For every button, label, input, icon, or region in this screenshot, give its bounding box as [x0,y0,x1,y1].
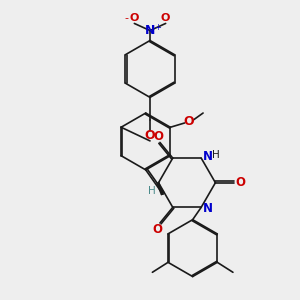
Text: O: O [235,176,245,189]
Text: N: N [202,150,212,163]
Text: O: O [161,13,170,23]
Text: O: O [145,129,155,142]
Text: O: O [154,130,164,143]
Text: O: O [152,223,162,236]
Text: N: N [145,24,155,37]
Text: +: + [154,22,161,32]
Text: H: H [148,186,156,196]
Text: N: N [202,202,212,215]
Text: H: H [212,150,220,160]
Text: O: O [184,115,194,128]
Text: O: O [130,13,139,23]
Text: -: - [124,13,128,23]
